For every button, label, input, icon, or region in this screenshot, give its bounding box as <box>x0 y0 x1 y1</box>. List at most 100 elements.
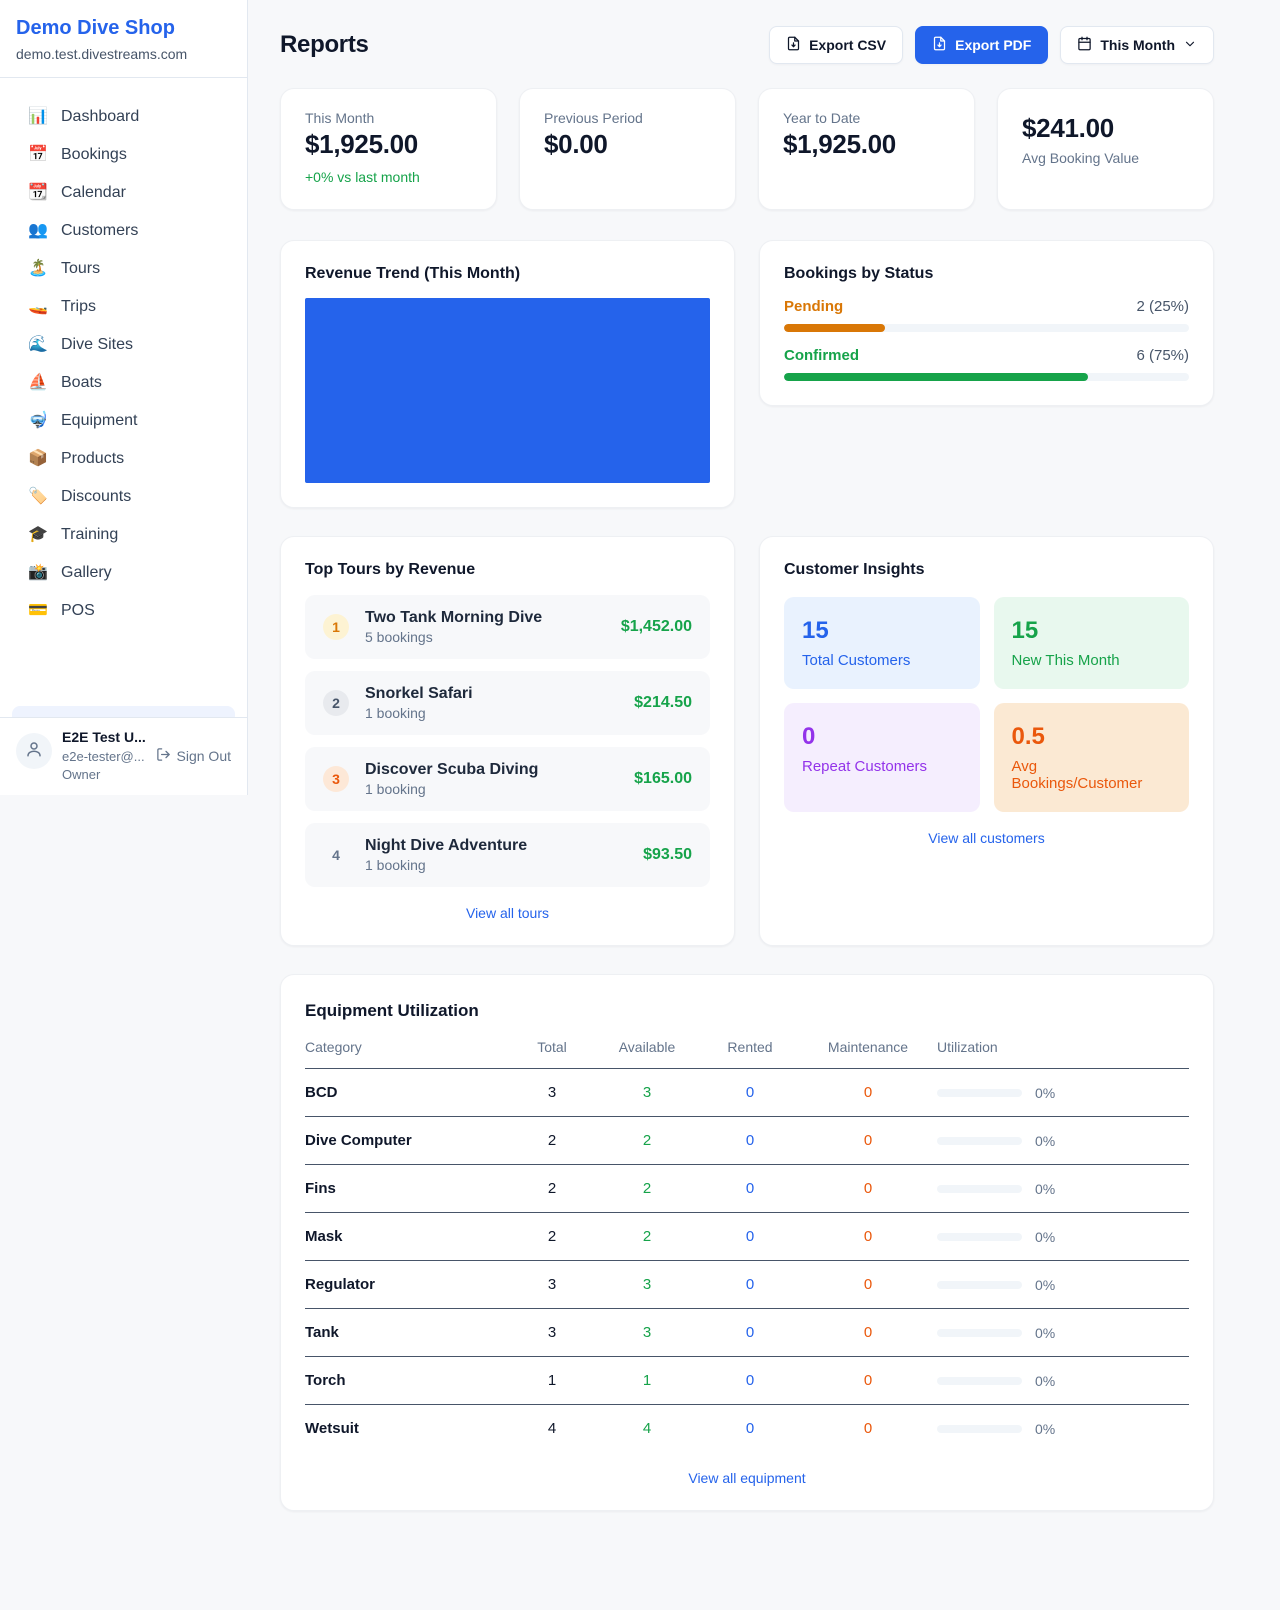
utilization-percent: 0% <box>1035 1132 1056 1149</box>
stat-card: Year to Date $1,925.00 <box>758 88 975 210</box>
tour-row: 2 Snorkel Safari 1 booking $214.50 <box>305 671 710 735</box>
app: Demo Dive Shop demo.test.divestreams.com… <box>0 0 1214 1511</box>
utilization-percent: 0% <box>1035 1372 1056 1389</box>
user-icon <box>25 740 43 763</box>
stat-value: $1,925.00 <box>783 129 896 159</box>
category-cell: Tank <box>305 1308 511 1357</box>
rented-cell: 0 <box>701 1212 799 1261</box>
user-email: e2e-tester@... <box>62 748 145 764</box>
sidebar-item-training[interactable]: 🎓 Training <box>12 516 235 554</box>
discounts-icon: 🏷️ <box>28 488 48 505</box>
sidebar-item-label: Training <box>61 526 119 543</box>
total-cell: 2 <box>511 1212 593 1261</box>
sidebar-item-customers[interactable]: 👥 Customers <box>12 212 235 250</box>
sidebar-item-gallery[interactable]: 📸 Gallery <box>12 554 235 592</box>
view-all-customers-link[interactable]: View all customers <box>928 830 1045 846</box>
sidebar-item-bookings[interactable]: 📅 Bookings <box>12 136 235 174</box>
utilization-bar-track <box>937 1088 1022 1097</box>
equipment-icon: 🤿 <box>28 412 48 429</box>
insight-value: 0.5 <box>1011 723 1045 750</box>
rented-cell: 0 <box>701 1356 799 1405</box>
category-cell: Fins <box>305 1164 511 1213</box>
sign-out-button[interactable]: Sign Out <box>156 747 231 765</box>
export-pdf-label: Export PDF <box>955 37 1032 53</box>
stat-label: Year to Date <box>783 110 861 126</box>
export-pdf-button[interactable]: Export PDF <box>915 26 1049 64</box>
sidebar-item-boats[interactable]: ⛵ Boats <box>12 364 235 402</box>
rank-badge: 4 <box>332 847 340 863</box>
revenue-trend-chart <box>305 298 710 483</box>
revenue-trend-title: Revenue Trend (This Month) <box>305 265 521 282</box>
sidebar-item-equipment[interactable]: 🤿 Equipment <box>12 402 235 440</box>
insight-value: 15 <box>1011 617 1039 644</box>
tour-revenue: $1,452.00 <box>620 618 692 635</box>
file-download-icon <box>932 36 947 54</box>
total-cell: 3 <box>511 1068 593 1117</box>
available-cell: 3 <box>593 1068 701 1117</box>
top-tours-list: 1 Two Tank Morning Dive 5 bookings $1,452.0… <box>305 595 710 887</box>
tour-name: Discover Scuba Diving <box>365 761 539 778</box>
utilization-cell: 0% <box>937 1405 1189 1453</box>
stat-card: Previous Period $0.00 <box>519 88 736 210</box>
tour-name: Two Tank Morning Dive <box>365 609 543 626</box>
category-cell: Dive Computer <box>305 1116 511 1165</box>
bookings-icon: 📅 <box>28 146 48 163</box>
insight-label: Total Customers <box>802 652 911 669</box>
category-cell: Wetsuit <box>305 1420 359 1437</box>
stat-value: $0.00 <box>544 129 608 159</box>
status-list: Pending 2 (25%) Confirmed 6 (75%) <box>784 298 1189 381</box>
status-value: 6 (75%) <box>1136 347 1189 364</box>
available-cell: 2 <box>593 1212 701 1261</box>
sidebar-item-label: Dive Sites <box>61 336 134 353</box>
table-row: Regulator 3 3 0 0 0% <box>305 1260 1189 1309</box>
sidebar-item-trips[interactable]: 🚤 Trips <box>12 288 235 326</box>
total-cell: 3 <box>511 1260 593 1309</box>
sidebar-item-active-partial[interactable] <box>12 706 235 717</box>
tour-bookings-count: 1 booking <box>365 857 426 873</box>
rank-badge: 1 <box>323 614 349 640</box>
view-all-equipment-link[interactable]: View all equipment <box>688 1470 806 1486</box>
table-row: Torch 1 1 0 0 0% <box>305 1356 1189 1405</box>
status-value: 2 (25%) <box>1136 298 1189 315</box>
user-footer: E2E Test U... e2e-tester@... Sign Out Ow… <box>0 717 247 795</box>
bookings-by-status-card: Bookings by Status Pending 2 (25%) Confirm… <box>759 240 1214 406</box>
view-all-tours-link[interactable]: View all tours <box>465 905 549 921</box>
user-name: E2E Test U... <box>62 729 146 745</box>
sidebar-item-pos[interactable]: 💳 POS <box>12 592 235 630</box>
table-row: Tank 3 3 0 0 0% <box>305 1308 1189 1357</box>
sidebar-item-discounts[interactable]: 🏷️ Discounts <box>12 478 235 516</box>
export-csv-button[interactable]: Export CSV <box>769 26 904 64</box>
period-selector[interactable]: This Month <box>1060 26 1214 64</box>
sidebar-item-dashboard[interactable]: 📊 Dashboard <box>12 98 235 136</box>
sidebar-nav: 📊 Dashboard 📅 Bookings 📆 Calendar 👥 Customers 🏝️… <box>0 78 247 706</box>
pos-icon: 💳 <box>28 602 48 619</box>
stat-cards: This Month $1,925.00 +0% vs last month Prev… <box>280 88 1214 210</box>
sidebar-item-dive-sites[interactable]: 🌊 Dive Sites <box>12 326 235 364</box>
insight-tile: 15 New This Month <box>993 597 1189 689</box>
utilization-percent: 0% <box>1035 1324 1056 1341</box>
utilization-bar-track <box>937 1232 1022 1241</box>
customer-insights-title: Customer Insights <box>784 561 925 578</box>
sign-out-label: Sign Out <box>176 748 231 764</box>
equipment-table-body: BCD 3 3 0 0 0% Dive Computer 2 2 0 0 0% Fins 2 2 0 0 0% Ma… <box>305 1068 1189 1453</box>
revenue-trend-card: Revenue Trend (This Month) <box>280 240 735 508</box>
stat-card: $241.00 Avg Booking Value <box>997 88 1214 210</box>
utilization-cell: 0% <box>937 1212 1189 1261</box>
file-download-icon <box>786 36 801 54</box>
sidebar-item-tours[interactable]: 🏝️ Tours <box>12 250 235 288</box>
table-row: Fins 2 2 0 0 0% <box>305 1164 1189 1213</box>
sidebar-item-label: Equipment <box>61 412 138 429</box>
user-info: E2E Test U... e2e-tester@... Sign Out Ow… <box>62 729 231 782</box>
sidebar-item-products[interactable]: 📦 Products <box>12 440 235 478</box>
maintenance-cell: 0 <box>799 1068 937 1117</box>
maintenance-cell: 0 <box>799 1260 937 1309</box>
maintenance-cell: 0 <box>863 1420 873 1437</box>
tour-name: Snorkel Safari <box>365 685 473 702</box>
status-progress-fill <box>784 324 886 332</box>
rented-cell: 0 <box>701 1308 799 1357</box>
sidebar-item-calendar[interactable]: 📆 Calendar <box>12 174 235 212</box>
training-icon: 🎓 <box>28 526 48 543</box>
stat-value: $1,925.00 <box>305 129 418 159</box>
insight-value: 15 <box>802 617 829 644</box>
page-header: Reports Export CSV Export PDF <box>280 26 1214 64</box>
